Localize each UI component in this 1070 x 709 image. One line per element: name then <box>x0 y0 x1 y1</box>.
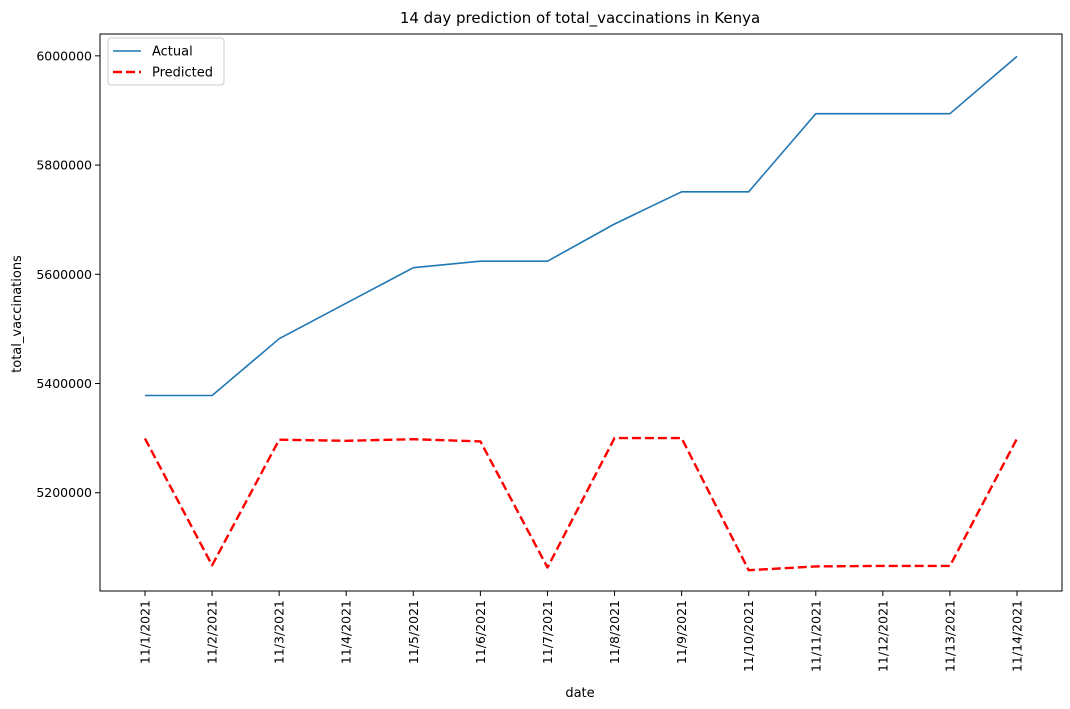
plot-area <box>99 33 1063 592</box>
y-axis: 5200000 5400000 5600000 5800000 6000000 <box>36 48 100 500</box>
x-tick-label: 11/13/2021 <box>942 600 957 672</box>
series-line-actual <box>145 55 1018 397</box>
y-tick-label: 5400000 <box>36 376 92 391</box>
series-line-predicted <box>143 436 1019 572</box>
x-tick-label: 11/2/2021 <box>205 600 220 664</box>
x-tick-label: 11/3/2021 <box>272 600 287 664</box>
legend: Actual Predicted <box>107 37 225 86</box>
x-tick-label: 11/5/2021 <box>406 600 421 664</box>
series-layer <box>143 55 1019 572</box>
x-tick-label: 11/9/2021 <box>674 600 689 664</box>
legend-box <box>107 37 225 86</box>
legend-label-predicted: Predicted <box>152 66 213 81</box>
y-axis-title: total_vaccinations <box>10 255 25 373</box>
x-tick-label: 11/8/2021 <box>607 600 622 664</box>
y-tick-label: 5800000 <box>36 158 92 173</box>
x-tick-label: 11/14/2021 <box>1010 600 1025 672</box>
x-tick-label: 11/7/2021 <box>540 600 555 664</box>
x-tick-label: 11/11/2021 <box>808 600 823 672</box>
x-tick-label: 11/1/2021 <box>138 600 153 664</box>
x-tick-label: 11/6/2021 <box>473 600 488 664</box>
y-tick-label: 5200000 <box>36 485 92 500</box>
x-tick-label: 11/4/2021 <box>339 600 354 664</box>
y-tick-label: 5600000 <box>36 267 92 282</box>
x-axis: 11/1/2021 11/2/2021 11/3/2021 11/4/2021 11/5… <box>138 591 1025 672</box>
x-tick-label: 11/12/2021 <box>875 600 890 672</box>
legend-label-actual: Actual <box>152 45 193 60</box>
plot-frame <box>99 33 1063 592</box>
x-axis-title: date <box>565 686 594 701</box>
y-tick-label: 6000000 <box>36 48 92 63</box>
chart-title: 14 day prediction of total_vaccinations … <box>400 9 760 28</box>
x-tick-label: 11/10/2021 <box>741 600 756 672</box>
